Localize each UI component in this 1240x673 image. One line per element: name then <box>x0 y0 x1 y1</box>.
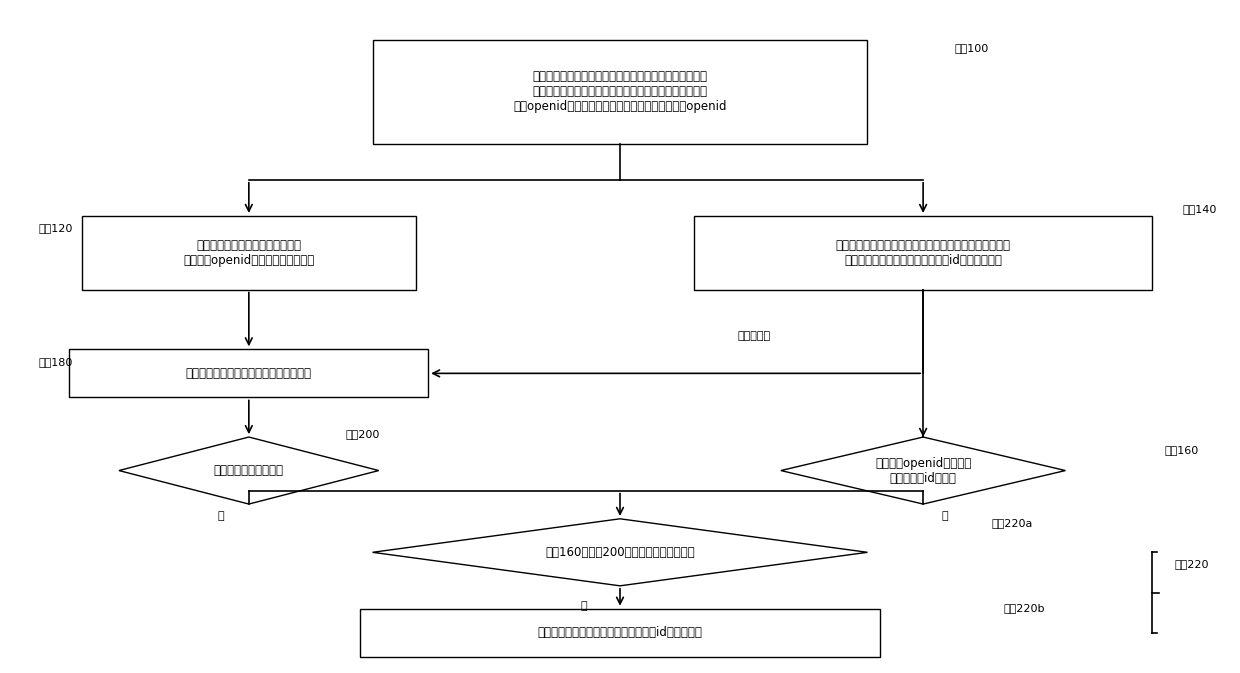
Text: 步骤100: 步骤100 <box>954 43 988 53</box>
Text: 是: 是 <box>580 601 587 611</box>
Text: 步骤160及步骤200的判断结果是否均为是: 步骤160及步骤200的判断结果是否均为是 <box>546 546 694 559</box>
Text: 应用服务器接收用户终端通过扫描二维码提交的位置登记
请求以及门禁鉴权请求，位置登记请求包括用户经纬度及
用户openid，门禁鉴权请求包括二维码标识及用户ope: 应用服务器接收用户终端通过扫描二维码提交的位置登记 请求以及门禁鉴权请求，位置登… <box>513 71 727 113</box>
Text: 应用服务器根据门禁鉴权请求利用二维码标识在门禁信息
表中查询关联该二维码标识的门禁id及门禁经纬度: 应用服务器根据门禁鉴权请求利用二维码标识在门禁信息 表中查询关联该二维码标识的门… <box>836 239 1011 267</box>
Text: 步骤120: 步骤120 <box>38 223 73 233</box>
Text: 步骤200: 步骤200 <box>345 429 379 439</box>
Polygon shape <box>372 519 868 586</box>
FancyBboxPatch shape <box>372 40 868 144</box>
Text: 距离是否小于预设阈值: 距离是否小于预设阈值 <box>213 464 284 477</box>
Polygon shape <box>119 437 378 504</box>
Text: 步骤220: 步骤220 <box>1174 559 1209 569</box>
Text: 步骤140: 步骤140 <box>1183 204 1218 214</box>
Text: 是: 是 <box>941 511 949 521</box>
FancyBboxPatch shape <box>360 608 880 657</box>
Text: 步骤220b: 步骤220b <box>1003 603 1045 613</box>
Text: 是: 是 <box>218 511 224 521</box>
Text: 步骤160: 步骤160 <box>1164 446 1199 456</box>
Text: 应用服务器向门禁控制器发送对应门禁id的开锁指令: 应用服务器向门禁控制器发送对应门禁id的开锁指令 <box>538 627 702 639</box>
FancyBboxPatch shape <box>82 216 415 289</box>
Text: 当前用户openid是否具有
对应该门禁id的权限: 当前用户openid是否具有 对应该门禁id的权限 <box>875 456 971 485</box>
Text: 应用服务器根据位置登记请求建立
绑定用户openid与用户经纬度的记录: 应用服务器根据位置登记请求建立 绑定用户openid与用户经纬度的记录 <box>184 239 315 267</box>
Text: 步骤180: 步骤180 <box>38 357 73 367</box>
FancyBboxPatch shape <box>694 216 1152 289</box>
Text: 计算用户经纬度与门禁经纬度之间的距离: 计算用户经纬度与门禁经纬度之间的距离 <box>186 367 311 380</box>
FancyBboxPatch shape <box>69 349 428 398</box>
Text: 门禁经纬度: 门禁经纬度 <box>738 332 771 341</box>
Text: 步骤220a: 步骤220a <box>991 518 1033 528</box>
Polygon shape <box>781 437 1065 504</box>
